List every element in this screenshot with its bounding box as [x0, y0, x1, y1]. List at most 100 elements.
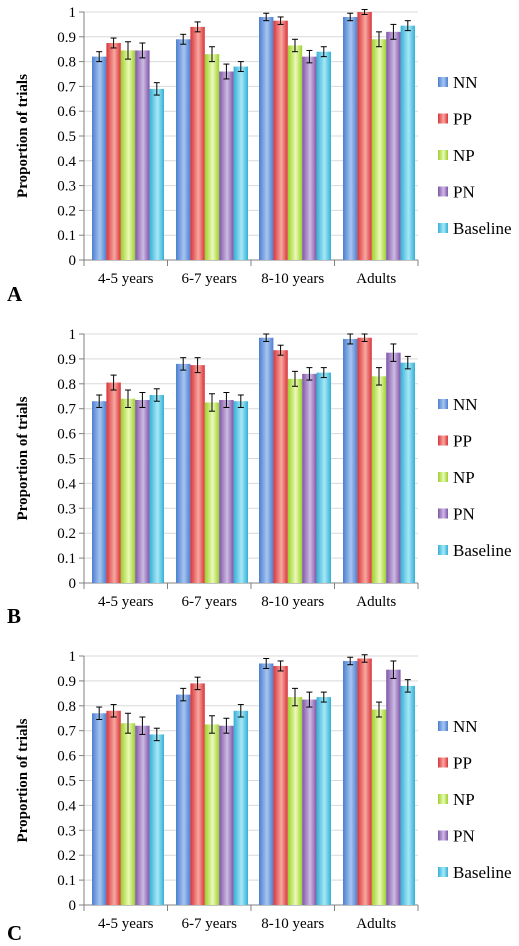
y-tick-label: 0.4	[57, 154, 76, 170]
y-tick-label: 0.7	[57, 79, 76, 95]
chart-panel-b: 0 0.1 0.2 0.3 0.4 0.5 0.6 0.7 0.8 0.9 1 4-5 years 6-…	[15, 327, 512, 610]
bar-pp-adults	[357, 658, 372, 905]
bar-np-8-10-years	[287, 378, 303, 583]
bar-pn-8-10-years	[302, 56, 317, 260]
legend-swatch-baseline	[438, 545, 448, 555]
y-tick-label: 0	[69, 576, 77, 592]
y-tick-label: 0.7	[57, 724, 76, 740]
bar-np-4-5-years	[120, 723, 136, 905]
y-tick-label: 0.3	[57, 823, 76, 839]
y-axis-title: Proportion of trials	[15, 718, 31, 842]
chart-panel-a: 0 0.1 0.2 0.3 0.4 0.5 0.6 0.7 0.8 0.9 1 4-5 years 6-…	[15, 5, 512, 287]
bar-pp-6-7-years	[190, 683, 205, 905]
legend-swatch-pp	[438, 757, 448, 768]
y-tick-label: 0.6	[57, 427, 76, 443]
bar-pn-6-7-years	[219, 399, 234, 583]
bar-pp-4-5-years	[106, 43, 121, 260]
bar-np-6-7-years	[204, 54, 220, 260]
legend-swatch-pn	[438, 186, 448, 197]
legend-swatch-baseline	[438, 223, 448, 233]
x-tick-label: Adults	[356, 271, 396, 287]
y-tick-label: 0.9	[57, 352, 76, 368]
legend-swatch-np	[438, 472, 448, 482]
bar-pp-4-5-years	[106, 382, 121, 583]
bar-np-adults	[371, 709, 387, 905]
panel-label-a: A	[7, 282, 23, 306]
bar-pp-adults	[357, 337, 372, 583]
bar-pp-adults	[357, 12, 372, 260]
y-tick-label: 0.9	[57, 674, 76, 690]
y-axis-title: Proportion of trials	[15, 396, 31, 520]
legend-swatch-pn	[438, 508, 448, 519]
y-tick-label: 0.6	[57, 749, 76, 765]
bar-pn-4-5-years	[135, 50, 150, 260]
y-tick-label: 0.8	[57, 699, 76, 715]
y-tick-label: 0.5	[57, 774, 76, 790]
legend-swatch-np	[438, 794, 448, 804]
legend-label-baseline: Baseline	[453, 541, 512, 560]
y-tick-label: 0.2	[57, 526, 76, 542]
bar-np-adults	[371, 39, 387, 260]
bar-baseline-8-10-years	[316, 697, 331, 905]
legend-label-pn: PN	[453, 827, 475, 846]
x-tick-label: 6-7 years	[182, 594, 238, 610]
y-tick-label: 0.2	[57, 848, 76, 864]
panel-label-b: B	[7, 604, 22, 628]
bar-pn-6-7-years	[219, 71, 234, 261]
y-tick-label: 0.4	[57, 798, 76, 814]
y-tick-label: 1	[69, 5, 77, 21]
bar-np-6-7-years	[204, 402, 220, 583]
bar-nn-6-7-years	[176, 363, 191, 583]
y-tick-label: 0.9	[57, 30, 76, 46]
y-tick-label: 0.4	[57, 476, 76, 492]
bar-nn-adults	[343, 16, 358, 261]
y-axis-title: Proportion of trials	[15, 74, 31, 198]
bar-pn-8-10-years	[302, 373, 317, 583]
x-tick-label: 8-10 years	[261, 594, 324, 610]
y-tick-label: 0.6	[57, 104, 76, 120]
legend-swatch-nn	[438, 399, 448, 409]
y-tick-label: 0.3	[57, 501, 76, 517]
bar-baseline-4-5-years	[149, 88, 164, 260]
bar-pn-6-7-years	[219, 725, 234, 905]
legend-label-nn: NN	[453, 395, 478, 414]
x-tick-label: 8-10 years	[261, 916, 324, 932]
y-tick-label: 0.5	[57, 129, 76, 145]
bar-nn-4-5-years	[92, 401, 107, 583]
x-tick-label: Adults	[356, 916, 396, 932]
chart-panel-c: 0 0.1 0.2 0.3 0.4 0.5 0.6 0.7 0.8 0.9 1 4-5 years 6-…	[15, 649, 512, 932]
y-tick-label: 0.7	[57, 402, 76, 418]
bar-baseline-8-10-years	[316, 51, 331, 261]
y-tick-label: 0.1	[57, 873, 76, 889]
x-tick-label: 4-5 years	[98, 916, 154, 932]
y-tick-label: 0.1	[57, 551, 76, 567]
bar-nn-8-10-years	[259, 663, 274, 905]
legend-swatch-pp	[438, 113, 448, 124]
legend-label-nn: NN	[453, 73, 478, 92]
legend-label-np: NP	[453, 146, 475, 165]
legend-swatch-pn	[438, 830, 448, 841]
bar-pp-6-7-years	[190, 365, 205, 583]
y-tick-label: 0.5	[57, 452, 76, 468]
x-tick-label: 4-5 years	[98, 594, 154, 610]
bar-baseline-adults	[400, 25, 415, 260]
bar-nn-adults	[343, 338, 358, 583]
bar-baseline-4-5-years	[149, 395, 164, 583]
bar-baseline-adults	[400, 362, 415, 583]
y-tick-label: 0.1	[57, 228, 76, 244]
legend-label-pp: PP	[453, 754, 472, 773]
bar-np-4-5-years	[120, 50, 136, 260]
legend-swatch-pp	[438, 435, 448, 446]
bar-pp-8-10-years	[273, 665, 288, 905]
bar-np-adults	[371, 376, 387, 583]
y-tick-label: 0.3	[57, 179, 76, 195]
legend-label-pp: PP	[453, 432, 472, 451]
legend-swatch-nn	[438, 721, 448, 731]
bar-np-8-10-years	[287, 697, 303, 905]
bar-pn-4-5-years	[135, 399, 150, 583]
bar-pp-8-10-years	[273, 20, 288, 261]
bar-pp-4-5-years	[106, 710, 121, 905]
bar-baseline-6-7-years	[233, 66, 248, 260]
bar-pn-adults	[386, 669, 401, 905]
